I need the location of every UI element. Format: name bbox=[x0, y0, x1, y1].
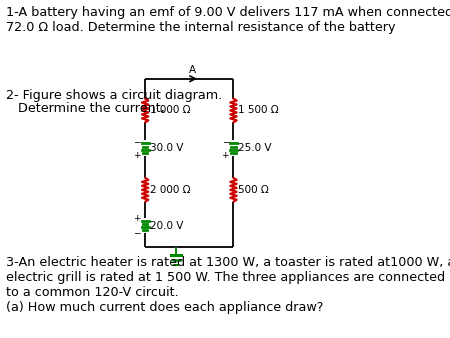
Text: 1 500 Ω: 1 500 Ω bbox=[238, 105, 279, 116]
Text: 1-A battery having an emf of 9.00 V delivers 117 mA when connected to an
72.0 Ω : 1-A battery having an emf of 9.00 V deli… bbox=[6, 6, 450, 34]
Text: +: + bbox=[133, 151, 141, 160]
Text: 2- Figure shows a circuit diagram.: 2- Figure shows a circuit diagram. bbox=[6, 89, 222, 102]
Text: −: − bbox=[221, 137, 229, 146]
Text: 2 000 Ω: 2 000 Ω bbox=[149, 185, 190, 195]
Text: −: − bbox=[133, 228, 141, 237]
Text: 30.0 V: 30.0 V bbox=[149, 143, 183, 153]
Text: +: + bbox=[133, 214, 141, 223]
Text: A: A bbox=[189, 65, 196, 75]
Text: 1 000 Ω: 1 000 Ω bbox=[149, 105, 190, 116]
Text: 3-An electric heater is rated at 1300 W, a toaster is rated at1000 W, and an
ele: 3-An electric heater is rated at 1300 W,… bbox=[6, 256, 450, 314]
Text: Determine the current,: Determine the current, bbox=[6, 101, 165, 115]
Text: +: + bbox=[221, 151, 229, 160]
Text: 25.0 V: 25.0 V bbox=[238, 143, 271, 153]
Text: 20.0 V: 20.0 V bbox=[149, 220, 183, 231]
Text: −: − bbox=[133, 137, 141, 146]
Text: 500 Ω: 500 Ω bbox=[238, 185, 269, 195]
